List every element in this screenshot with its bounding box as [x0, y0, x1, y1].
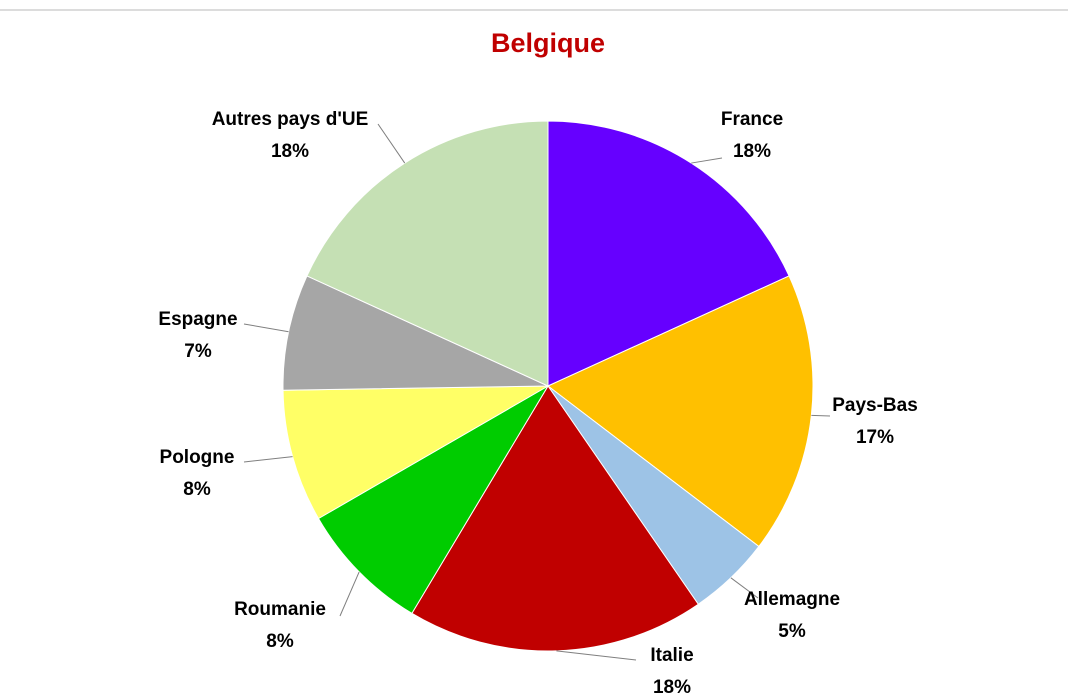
slice-label: Roumanie [234, 599, 326, 620]
leader-line [811, 414, 831, 417]
leader-line [339, 571, 360, 617]
slice-value-label: 17% [856, 427, 894, 448]
slice-label: Italie [650, 645, 693, 666]
slice-label: Espagne [158, 309, 237, 330]
slice-value-label: 7% [184, 341, 212, 362]
slice-label: Allemagne [744, 589, 840, 610]
slice-label: Pays-Bas [832, 395, 918, 416]
slice-label: France [721, 109, 783, 130]
pie-slice [306, 120, 549, 387]
pie-slice [547, 120, 790, 387]
slice-value-label: 5% [778, 621, 806, 642]
slice-label: Autres pays d'UE [212, 109, 369, 130]
slice-value-label: 8% [266, 631, 294, 652]
pie-slice [282, 275, 549, 391]
slice-value-label: 18% [271, 141, 309, 162]
slice-value-label: 18% [733, 141, 771, 162]
slice-value-label: 8% [183, 479, 211, 500]
leader-line [730, 577, 759, 599]
pie-slice [411, 385, 699, 652]
chart-title: Belgique [491, 28, 605, 58]
leader-line [243, 456, 293, 463]
leader-line [377, 123, 406, 164]
leader-line [556, 650, 637, 661]
leader-line [243, 323, 289, 333]
slice-value-label: 18% [653, 677, 691, 696]
leader-line [691, 157, 723, 164]
slice-label: Pologne [160, 447, 235, 468]
pie-slice [547, 275, 814, 548]
